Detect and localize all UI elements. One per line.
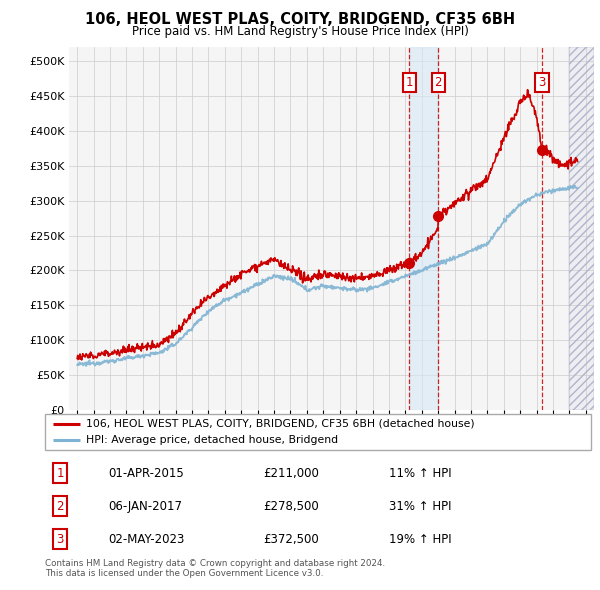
Text: 106, HEOL WEST PLAS, COITY, BRIDGEND, CF35 6BH: 106, HEOL WEST PLAS, COITY, BRIDGEND, CF… (85, 12, 515, 27)
Text: £211,000: £211,000 (263, 467, 319, 480)
Bar (569, 47, 594, 410)
Text: 06-JAN-2017: 06-JAN-2017 (108, 500, 182, 513)
Text: 2: 2 (56, 500, 64, 513)
Text: £278,500: £278,500 (263, 500, 319, 513)
Text: 1: 1 (56, 467, 64, 480)
Text: 19% ↑ HPI: 19% ↑ HPI (389, 533, 452, 546)
Text: Contains HM Land Registry data © Crown copyright and database right 2024.: Contains HM Land Registry data © Crown c… (45, 559, 385, 568)
Text: Price paid vs. HM Land Registry's House Price Index (HPI): Price paid vs. HM Land Registry's House … (131, 25, 469, 38)
Text: This data is licensed under the Open Government Licence v3.0.: This data is licensed under the Open Gov… (45, 569, 323, 578)
Text: 11% ↑ HPI: 11% ↑ HPI (389, 467, 452, 480)
Bar (409, 47, 439, 410)
Text: 3: 3 (56, 533, 64, 546)
Text: 1: 1 (406, 76, 413, 88)
Text: 2: 2 (434, 76, 442, 88)
Text: 3: 3 (538, 76, 545, 88)
Text: HPI: Average price, detached house, Bridgend: HPI: Average price, detached house, Brid… (86, 435, 338, 445)
Text: £372,500: £372,500 (263, 533, 319, 546)
Text: 01-APR-2015: 01-APR-2015 (108, 467, 184, 480)
Bar (569, 47, 594, 410)
Text: 02-MAY-2023: 02-MAY-2023 (108, 533, 184, 546)
Text: 31% ↑ HPI: 31% ↑ HPI (389, 500, 451, 513)
Text: 106, HEOL WEST PLAS, COITY, BRIDGEND, CF35 6BH (detached house): 106, HEOL WEST PLAS, COITY, BRIDGEND, CF… (86, 419, 475, 429)
